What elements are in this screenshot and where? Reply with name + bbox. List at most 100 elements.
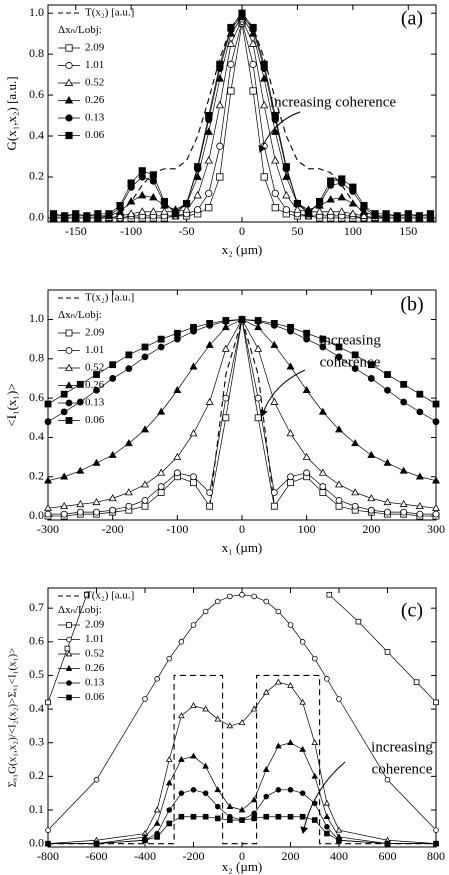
marker (204, 127, 213, 135)
x-tick-label: -100 (120, 224, 142, 238)
panel: 0.0 0.2 0.4 0.6 0.8 1.0 -150 -100 -50 0 50 100 150 x₂… (4, 4, 437, 257)
marker (138, 173, 146, 181)
marker (270, 320, 278, 327)
marker (433, 827, 439, 833)
marker (206, 502, 214, 510)
marker (108, 494, 117, 502)
marker (44, 510, 52, 518)
marker (214, 786, 222, 793)
marker (251, 593, 257, 600)
marker (271, 156, 280, 164)
marker (215, 100, 225, 109)
marker (263, 598, 270, 605)
marker (259, 100, 269, 109)
marker (109, 361, 117, 369)
legend-label: 0.26 (85, 379, 105, 391)
legend-label: 0.06 (85, 129, 105, 141)
marker (109, 506, 117, 514)
series-line (119, 12, 365, 215)
marker (194, 206, 202, 214)
marker (76, 380, 84, 388)
series-line (48, 319, 436, 517)
x-tick-label: -50 (179, 224, 195, 238)
marker (65, 131, 73, 140)
marker (124, 439, 133, 447)
marker (254, 323, 263, 331)
marker (157, 468, 166, 476)
marker (416, 390, 424, 398)
x-axis-label: x₁ (µm) (222, 540, 263, 555)
marker (125, 502, 133, 510)
y-tick-label: 0.7 (29, 600, 44, 614)
marker (432, 400, 440, 408)
marker (238, 9, 246, 17)
marker (108, 450, 117, 458)
marker (415, 212, 423, 220)
marker (399, 500, 408, 508)
marker (60, 510, 68, 518)
x-tick-label: 200 (362, 522, 380, 536)
marker (262, 766, 270, 772)
marker (227, 23, 235, 32)
marker (415, 501, 424, 510)
marker (65, 381, 73, 389)
marker (193, 172, 202, 180)
marker (287, 622, 294, 628)
marker (105, 210, 113, 218)
marker (319, 483, 327, 490)
series-line (47, 594, 437, 831)
marker (287, 739, 294, 746)
legend-title: Δxₙ/Lobj: (58, 309, 102, 321)
legend-label: 2.09 (85, 619, 105, 631)
marker (432, 418, 440, 426)
marker (141, 496, 149, 504)
marker (65, 664, 73, 671)
marker (337, 207, 346, 215)
marker (383, 498, 392, 506)
marker (432, 503, 440, 512)
marker (64, 78, 74, 86)
series-line (53, 16, 431, 219)
marker (293, 199, 302, 208)
marker (303, 469, 311, 477)
marker (384, 840, 391, 847)
marker (178, 790, 185, 796)
marker (190, 473, 197, 481)
marker (384, 371, 391, 378)
annotation-arrow (260, 369, 306, 417)
x-tick-label: -150 (65, 224, 87, 238)
marker (64, 645, 71, 652)
marker (335, 496, 343, 504)
marker (349, 183, 357, 191)
marker (249, 60, 257, 68)
marker (371, 210, 379, 218)
marker (324, 676, 330, 682)
marker (367, 361, 375, 369)
marker (337, 192, 346, 201)
marker (76, 508, 84, 516)
marker (157, 343, 165, 351)
series-line (53, 21, 431, 219)
series-line (209, 317, 275, 507)
legend-label: 1.01 (85, 344, 104, 356)
marker (182, 205, 191, 213)
x-tick-label: 150 (399, 224, 417, 238)
marker (323, 799, 331, 806)
marker (275, 787, 282, 793)
marker (173, 452, 182, 460)
x-axis-label: x₂ (µm) (222, 859, 263, 874)
marker (311, 655, 318, 662)
marker (254, 394, 262, 402)
marker (93, 840, 100, 847)
marker (319, 489, 327, 496)
annotation: coherence (372, 761, 433, 777)
marker (326, 194, 335, 203)
marker (216, 142, 224, 150)
marker (126, 197, 136, 205)
marker (65, 44, 73, 52)
marker (222, 394, 230, 402)
marker (66, 694, 72, 701)
x-tick-label: 0 (239, 522, 245, 536)
x-tick-label: 200 (282, 849, 300, 863)
marker (238, 718, 246, 725)
